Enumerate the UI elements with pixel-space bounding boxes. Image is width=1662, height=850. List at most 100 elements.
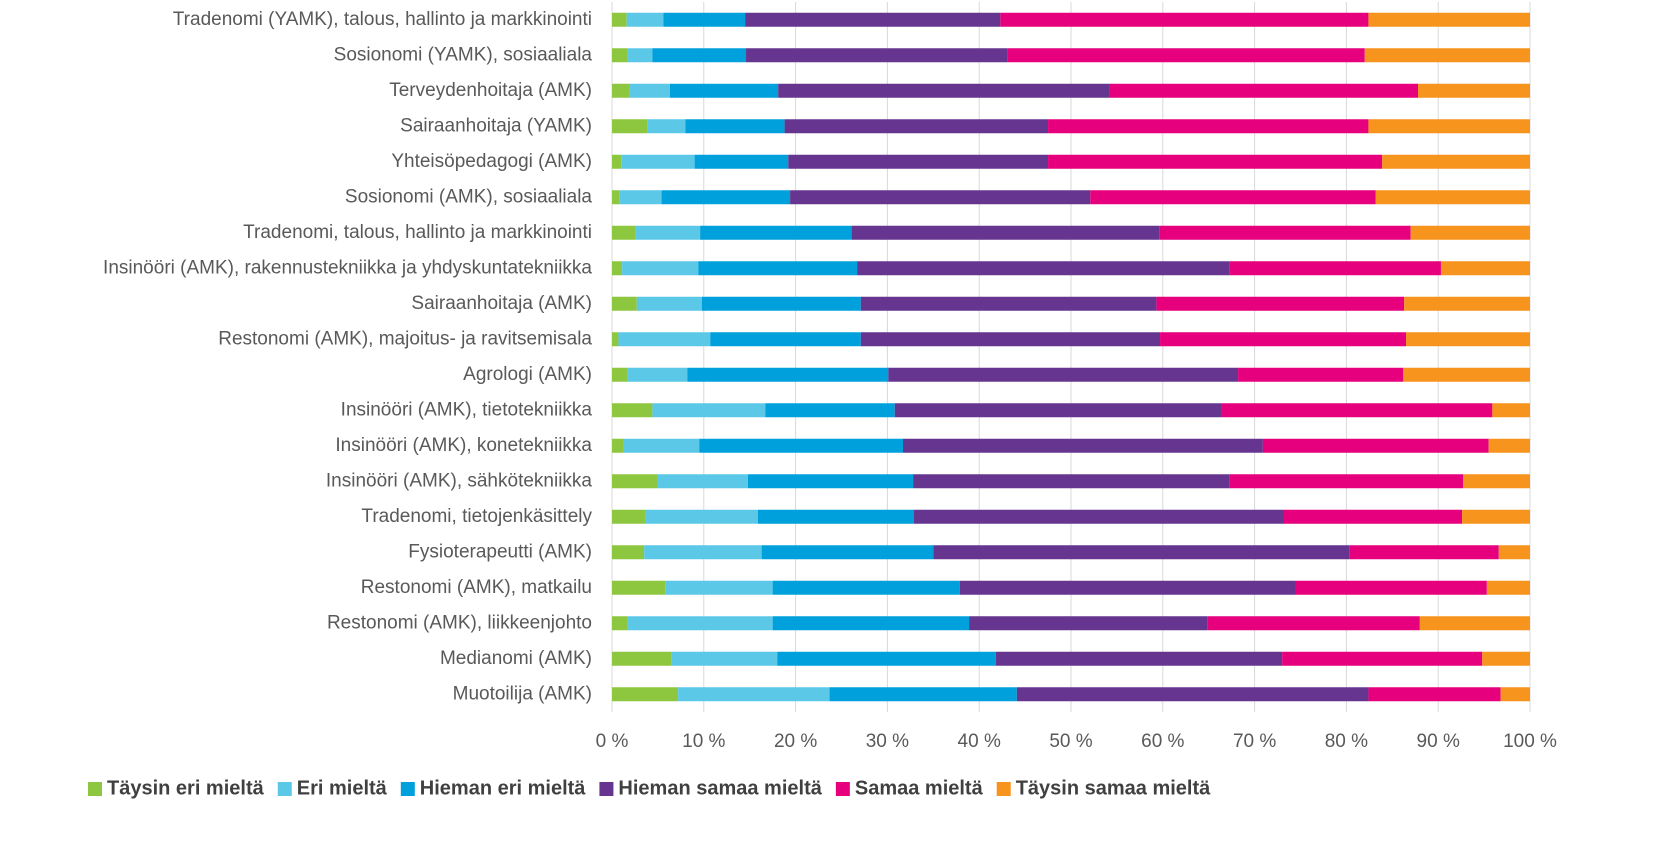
- bar-segment: [1007, 48, 1365, 63]
- bar-segment: [699, 438, 904, 453]
- bar-segment: [645, 509, 758, 524]
- bar-segment: [1403, 367, 1530, 382]
- bar-segment: [612, 119, 648, 134]
- bar-segment: [619, 190, 662, 205]
- legend-swatch: [599, 782, 614, 796]
- bar-segment: [1440, 261, 1530, 276]
- bar-segment: [1368, 119, 1530, 134]
- bar-segment: [1000, 12, 1369, 27]
- y-tick-label: Agrologi (AMK): [463, 364, 592, 385]
- bar-segment: [1016, 687, 1369, 702]
- legend-label: Täysin eri mieltä: [107, 777, 265, 799]
- bar-segment: [1492, 403, 1530, 418]
- bar-segment: [671, 651, 778, 666]
- bar-segment: [621, 154, 695, 169]
- bar-segment: [1368, 12, 1530, 27]
- bar-segment: [1406, 332, 1530, 347]
- bar-segment: [612, 154, 622, 169]
- bar-segment: [1160, 332, 1407, 347]
- x-tick-label: 20 %: [774, 731, 817, 752]
- bar-segment: [1349, 545, 1499, 560]
- legend-swatch: [277, 782, 292, 796]
- y-tick-label: Insinööri (AMK), rakennustekniikka ja yh…: [103, 257, 592, 278]
- bar-segment: [698, 261, 858, 276]
- bar-segment: [857, 261, 1230, 276]
- bar-segment: [1364, 48, 1530, 63]
- legend-swatch: [835, 782, 850, 796]
- bar-segment: [969, 616, 1208, 631]
- x-tick-label: 40 %: [958, 731, 1001, 752]
- bar-segment: [1229, 474, 1463, 489]
- y-tick-label: Sairaanhoitaja (YAMK): [400, 115, 592, 136]
- bar-segment: [1368, 687, 1501, 702]
- bar-segment: [1488, 438, 1530, 453]
- bar-segment: [635, 225, 701, 240]
- bar-segment: [1156, 296, 1405, 311]
- bar-segment: [1048, 119, 1369, 134]
- bar-segment: [626, 12, 664, 27]
- bar-segment: [829, 687, 1017, 702]
- y-tick-label: Restonomi (AMK), matkailu: [361, 577, 592, 598]
- y-tick-label: Tradenomi, talous, hallinto ja markkinoi…: [243, 222, 592, 243]
- bar-segment: [761, 545, 934, 560]
- bar-segment: [612, 545, 645, 560]
- bar-segment: [627, 367, 688, 382]
- bar-segment: [687, 367, 889, 382]
- bar-segment: [644, 545, 762, 560]
- bar-segment: [888, 367, 1239, 382]
- x-tick-label: 30 %: [866, 731, 909, 752]
- bar-segment: [612, 438, 624, 453]
- bar-segment: [778, 83, 1110, 98]
- bar-segment: [772, 580, 960, 595]
- bar-segment: [1382, 154, 1530, 169]
- bar-segment: [1238, 367, 1404, 382]
- bar-segment: [1294, 580, 1487, 595]
- y-tick-label: Fysioterapeutti (AMK): [408, 541, 592, 562]
- bar-segment: [790, 190, 1091, 205]
- y-tick-label: Insinööri (AMK), tietotekniikka: [341, 399, 593, 420]
- x-tick-label: 80 %: [1325, 731, 1368, 752]
- legend-swatch: [400, 782, 415, 796]
- bar-segment: [784, 119, 1049, 134]
- x-tick-label: 70 %: [1233, 731, 1276, 752]
- bar-segment: [678, 687, 830, 702]
- legend-label: Hieman samaa mieltä: [618, 777, 822, 799]
- bar-segment: [612, 474, 657, 489]
- bar-segment: [1404, 296, 1530, 311]
- bar-segment: [629, 83, 670, 98]
- bar-segment: [710, 332, 861, 347]
- y-tick-label: Sosionomi (YAMK), sosiaaliala: [334, 44, 593, 65]
- y-tick-label: Yhteisöpedagogi (AMK): [391, 151, 592, 172]
- bar-segment: [665, 580, 773, 595]
- bar-segment: [612, 225, 636, 240]
- y-tick-label: Tradenomi, tietojenkäsittely: [361, 506, 592, 527]
- bar-segment: [612, 687, 679, 702]
- bar-segment: [622, 261, 699, 276]
- bar-segment: [612, 651, 672, 666]
- bar-segment: [647, 119, 686, 134]
- y-tick-label: Restonomi (AMK), majoitus- ja ravitsemis…: [218, 328, 592, 349]
- bar-segment: [746, 48, 1008, 63]
- bar-segment: [612, 403, 653, 418]
- bar-segment: [747, 474, 914, 489]
- bar-segment: [894, 403, 1222, 418]
- bar-segment: [1282, 651, 1483, 666]
- bar-segment: [612, 190, 620, 205]
- y-tick-label: Sairaanhoitaja (AMK): [411, 293, 592, 314]
- bar-segment: [860, 296, 1157, 311]
- bar-segment: [851, 225, 1160, 240]
- y-tick-label: Restonomi (AMK), liikkeenjohto: [327, 612, 592, 633]
- bar-segment: [1419, 616, 1530, 631]
- bar-segment: [1283, 509, 1463, 524]
- bar-segment: [618, 332, 711, 347]
- x-tick-label: 10 %: [682, 731, 725, 752]
- bar-segment: [612, 83, 630, 98]
- bar-segment: [656, 474, 748, 489]
- bar-segment: [1500, 687, 1530, 702]
- y-tick-label: Terveydenhoitaja (AMK): [389, 80, 592, 101]
- bar-segment: [652, 403, 766, 418]
- y-tick-label: Medianomi (AMK): [440, 648, 592, 669]
- x-tick-label: 90 %: [1417, 731, 1460, 752]
- bar-segment: [612, 12, 627, 27]
